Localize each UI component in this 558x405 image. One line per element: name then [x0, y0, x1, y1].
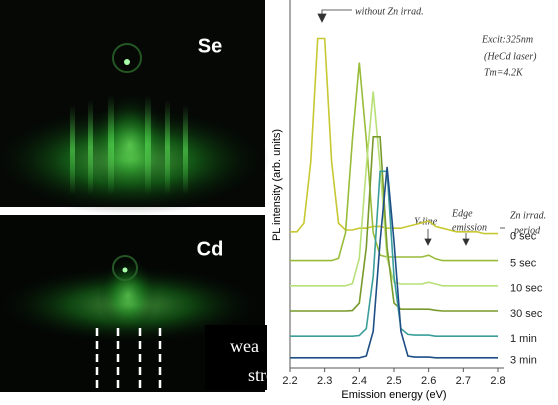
series-line: [290, 62, 498, 262]
x-tick-label: 2.8: [490, 375, 505, 387]
panel-label: Cd: [197, 238, 224, 260]
rheed-se: Se: [0, 0, 270, 215]
panel-label: Se: [198, 35, 222, 57]
series-line: [290, 166, 498, 359]
x-tick-label: 2.5: [386, 375, 401, 387]
annotation: emission: [452, 222, 487, 233]
legend-label: 30 sec: [510, 308, 543, 320]
annotation: Zn irrad.: [510, 210, 546, 221]
legend-label: 10 sec: [510, 283, 543, 295]
x-tick-label: 2.4: [352, 375, 367, 387]
x-axis-label: Emission energy (eV): [341, 389, 446, 401]
annotation: Excit:325nm: [481, 34, 533, 45]
series-line: [290, 170, 498, 337]
legend-label: 5 sec: [510, 258, 537, 270]
rheed-cd: Cd wea stre: [0, 215, 274, 392]
legend-label: 0 sec: [510, 231, 537, 243]
annotation: Edge: [451, 208, 473, 219]
annotation: period: [513, 225, 541, 236]
overlay-text: stre: [248, 365, 274, 385]
annotation: Tm=4.2K: [484, 67, 524, 78]
annotation: without Zn irrad.: [355, 6, 424, 17]
annotation: (HeCd laser): [484, 51, 537, 62]
x-tick-label: 2.6: [421, 375, 436, 387]
legend-label: 1 min: [510, 333, 537, 345]
x-tick-label: 2.3: [317, 375, 332, 387]
series-line: [290, 136, 498, 312]
legend-label: 3 min: [510, 355, 537, 367]
series-line: [290, 37, 498, 235]
overlay-text: wea: [230, 336, 259, 356]
annotation-arrows: [317, 9, 505, 246]
y-axis-label: PL intensity (arb. units): [271, 129, 283, 241]
x-tick-label: 2.2: [282, 375, 297, 387]
x-tick-label: 2.7: [456, 375, 471, 387]
